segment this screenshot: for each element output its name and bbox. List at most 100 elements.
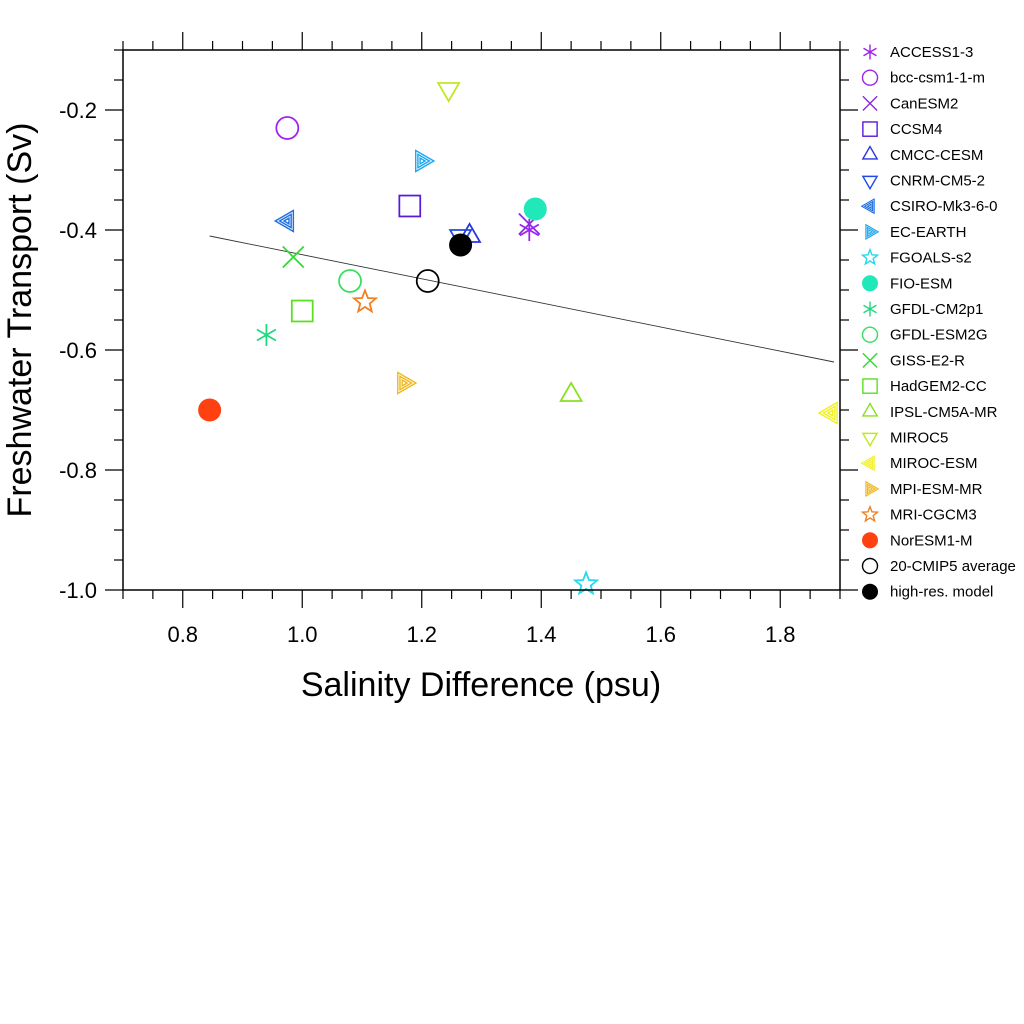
- legend-marker-fgoals-s2: [860, 247, 880, 266]
- legend-marker-canesm2: [862, 95, 878, 112]
- legend-item: HadGEM2-CC: [862, 378, 987, 395]
- legend-label: MPI-ESM-MR: [890, 481, 983, 498]
- legend-marker-fio-esm: [862, 275, 878, 292]
- data-point-ec-earth: [414, 149, 436, 173]
- data-point-high-res-model: [449, 233, 473, 257]
- data-point-miroc-esm: [817, 401, 838, 425]
- data-point-giss-e2-r: [282, 245, 305, 269]
- legend-label: high-res. model: [890, 584, 993, 601]
- x-tick-label: 1.8: [765, 622, 796, 647]
- legend-label: GFDL-CM2p1: [890, 301, 983, 318]
- y-tick-labels: -0.2 -0.4 -0.6 -0.8 -1.0: [59, 98, 97, 603]
- regression-line-group: [209, 235, 835, 363]
- legend-label: CanESM2: [890, 95, 958, 112]
- legend-item: FGOALS-s2: [860, 247, 972, 267]
- x-tick-label: 1.6: [645, 622, 676, 647]
- legend-marker-gfdl-esm2g: [861, 326, 879, 343]
- legend-item: GFDL-CM2p1: [863, 301, 983, 318]
- legend-item: high-res. model: [862, 583, 993, 601]
- data-point-fio-esm: [523, 197, 547, 221]
- axis-ticks: [105, 32, 858, 608]
- legend-item: MPI-ESM-MR: [865, 480, 983, 498]
- data-point-noresm1-m: [198, 398, 222, 422]
- legend-marker-giss-e2-r: [862, 352, 878, 369]
- x-axis-label: Salinity Difference (psu): [301, 666, 661, 704]
- y-tick-label: -0.8: [59, 458, 97, 483]
- data-point-bcc-csm1-1-m: [275, 116, 300, 140]
- legend-item: FIO-ESM: [862, 275, 953, 292]
- legend-marker-access1-3: [863, 44, 877, 60]
- legend-marker-ccsm4: [862, 121, 878, 137]
- legend-label: bcc-csm1-1-m: [890, 70, 985, 87]
- legend-marker-hadgem2-cc: [862, 378, 878, 394]
- legend-marker-gfdl-cm2p1: [863, 301, 877, 317]
- legend-label: FGOALS-s2: [890, 250, 972, 267]
- legend-label: CCSM4: [890, 121, 943, 138]
- legend-label: ACCESS1-3: [890, 44, 973, 61]
- y-tick-label: -0.2: [59, 98, 97, 123]
- legend-label: GISS-E2-R: [890, 352, 965, 369]
- legend-label: CMCC-CESM: [890, 147, 983, 164]
- data-point-access1-3: [519, 219, 540, 241]
- legend-marker-cnrm-cm5-2: [861, 175, 879, 191]
- data-points: [198, 82, 838, 596]
- legend-label: CSIRO-Mk3-6-0: [890, 198, 998, 215]
- data-point-fgoals-s2: [572, 570, 600, 596]
- x-tick-label: 1.2: [406, 622, 437, 647]
- legend-item: CCSM4: [862, 121, 943, 138]
- legend-item: bcc-csm1-1-m: [861, 69, 985, 87]
- legend-item: 20-CMIP5 average: [861, 557, 1016, 575]
- legend-label: NorESM1-M: [890, 532, 973, 549]
- legend: ACCESS1-3 bcc-csm1-1-m CanESM2 CCSM4 CMCC-CE…: [860, 44, 1016, 601]
- legend-label: MIROC-ESM: [890, 455, 978, 472]
- legend-item: ACCESS1-3: [863, 44, 973, 61]
- plot-frame: [122, 49, 841, 591]
- legend-item: NorESM1-M: [862, 532, 973, 549]
- data-point-ipsl-cm5a-mr: [559, 381, 584, 402]
- data-point-csiro-mk3-6-0: [273, 209, 295, 233]
- legend-marker-miroc-esm: [860, 455, 875, 472]
- data-point-miroc5: [436, 82, 461, 103]
- legend-label: IPSL-CM5A-MR: [890, 404, 998, 421]
- data-point-ccsm4: [398, 194, 422, 218]
- legend-item: CSIRO-Mk3-6-0: [860, 198, 998, 215]
- x-tick-label: 0.8: [167, 622, 198, 647]
- legend-marker-high-res-model: [862, 583, 878, 600]
- x-tick-label: 1.0: [287, 622, 318, 647]
- data-point-gfdl-esm2g: [338, 269, 362, 293]
- legend-marker-mpi-esm-mr: [865, 480, 880, 498]
- legend-marker-bcc-csm1-1-m: [861, 69, 879, 86]
- legend-marker-mri-cgcm3: [860, 504, 880, 523]
- legend-label: EC-EARTH: [890, 224, 966, 241]
- y-tick-label: -1.0: [59, 578, 97, 603]
- y-tick-label: -0.6: [59, 338, 97, 363]
- legend-label: GFDL-ESM2G: [890, 327, 988, 344]
- legend-marker-20-cmip5-average: [861, 557, 879, 575]
- x-tick-label: 1.4: [526, 622, 557, 647]
- legend-label: CNRM-CM5-2: [890, 173, 985, 190]
- legend-marker-ec-earth: [865, 223, 880, 241]
- data-point-20-cmip5-average: [415, 269, 440, 293]
- legend-item: IPSL-CM5A-MR: [861, 402, 998, 421]
- legend-label: FIO-ESM: [890, 275, 953, 292]
- legend-item: GFDL-ESM2G: [861, 326, 988, 344]
- legend-item: CNRM-CM5-2: [861, 173, 985, 191]
- legend-item: GISS-E2-R: [862, 352, 965, 369]
- y-tick-label: -0.4: [59, 218, 97, 243]
- legend-marker-ipsl-cm5a-mr: [861, 402, 879, 417]
- regression-line: [209, 235, 835, 363]
- y-axis-label: Freshwater Transport (Sv): [1, 123, 39, 518]
- legend-marker-csiro-mk3-6-0: [860, 198, 875, 215]
- legend-item: MIROC5: [861, 430, 948, 448]
- legend-item: EC-EARTH: [865, 223, 966, 241]
- legend-item: MRI-CGCM3: [860, 504, 977, 524]
- data-point-gfdl-cm2p1: [256, 324, 277, 346]
- legend-marker-noresm1-m: [862, 532, 878, 549]
- legend-label: HadGEM2-CC: [890, 378, 987, 395]
- data-point-mpi-esm-mr: [397, 371, 418, 395]
- x-tick-labels: 0.8 1.0 1.2 1.4 1.6 1.8: [167, 622, 795, 647]
- legend-label: 20-CMIP5 average: [890, 558, 1016, 575]
- data-point-hadgem2-cc: [290, 299, 314, 323]
